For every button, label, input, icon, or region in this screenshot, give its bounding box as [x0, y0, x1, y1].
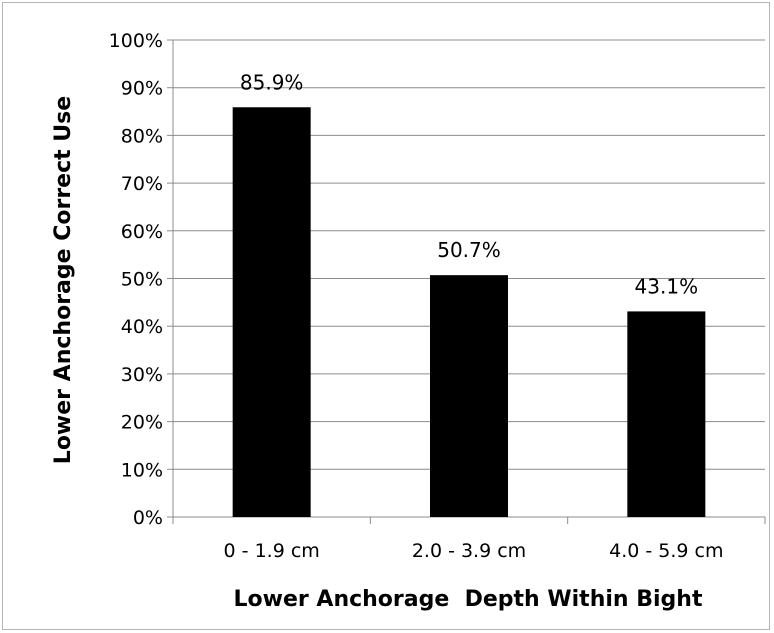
bars: [232, 107, 706, 518]
x-tick-label: 0 - 1.9 cm: [224, 540, 320, 562]
data-label: 43.1%: [635, 274, 699, 298]
y-tick-label: 10%: [121, 459, 163, 481]
bar: [430, 275, 508, 517]
labels: 0% 10% 20% 30% 40% 50% 60% 70% 80% 90% 100% 85.9% 0 …: [109, 30, 724, 562]
y-axis-title: Lower Anchorage Correct Use: [51, 96, 76, 464]
y-tick-label: 0%: [133, 507, 163, 529]
x-tick-label: 2.0 - 3.9 cm: [412, 540, 526, 562]
x-tick-label: 4.0 - 5.9 cm: [609, 540, 723, 562]
y-tick-label: 80%: [121, 125, 163, 147]
y-tick-label: 30%: [121, 364, 163, 386]
y-tick-label: 40%: [121, 316, 163, 338]
data-label: 85.9%: [240, 70, 304, 94]
y-tick-label: 60%: [121, 221, 163, 243]
y-tick-label: 90%: [121, 78, 163, 100]
y-tick-label: 100%: [109, 30, 163, 52]
x-axis-title: Lower Anchorage Depth Within Bight: [234, 587, 703, 612]
y-tick-label: 70%: [121, 173, 163, 195]
bar: [232, 107, 311, 518]
y-tick-label: 50%: [121, 269, 163, 291]
data-label: 50.7%: [437, 238, 501, 262]
y-tick-label: 20%: [121, 412, 163, 434]
bar: [627, 311, 706, 517]
